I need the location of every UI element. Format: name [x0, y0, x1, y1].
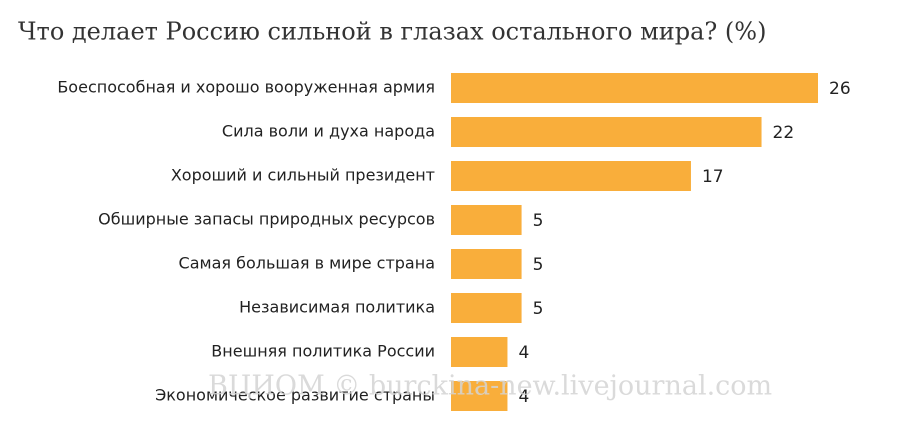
bar: [451, 381, 508, 411]
value-label: 4: [518, 343, 529, 363]
category-label: Экономическое развитие страны: [155, 386, 435, 405]
value-label: 5: [533, 299, 544, 319]
category-label: Независимая политика: [239, 298, 435, 317]
bar: [451, 117, 762, 147]
category-label: Внешняя политика России: [211, 342, 435, 361]
category-label: Боеспособная и хорошо вооруженная армия: [57, 78, 435, 97]
value-label: 17: [702, 167, 724, 187]
bar: [451, 73, 818, 103]
bar: [451, 293, 522, 323]
category-label: Хороший и сильный президент: [171, 166, 435, 185]
chart-title: Что делает Россию сильной в глазах остал…: [18, 18, 766, 46]
value-label: 4: [518, 387, 529, 407]
category-label: Обширные запасы природных ресурсов: [98, 210, 435, 229]
value-label: 5: [533, 255, 544, 275]
bar: [451, 337, 508, 367]
bar: [451, 205, 522, 235]
watermark: ВЦИОМ © burckina-new.livejournal.com: [208, 371, 772, 402]
value-label: 22: [773, 123, 795, 143]
bar: [451, 249, 522, 279]
category-label: Сила воли и духа народа: [222, 122, 435, 141]
bar: [451, 161, 691, 191]
value-label: 5: [533, 211, 544, 231]
value-label: 26: [829, 79, 851, 99]
category-label: Самая большая в мире страна: [179, 254, 435, 273]
